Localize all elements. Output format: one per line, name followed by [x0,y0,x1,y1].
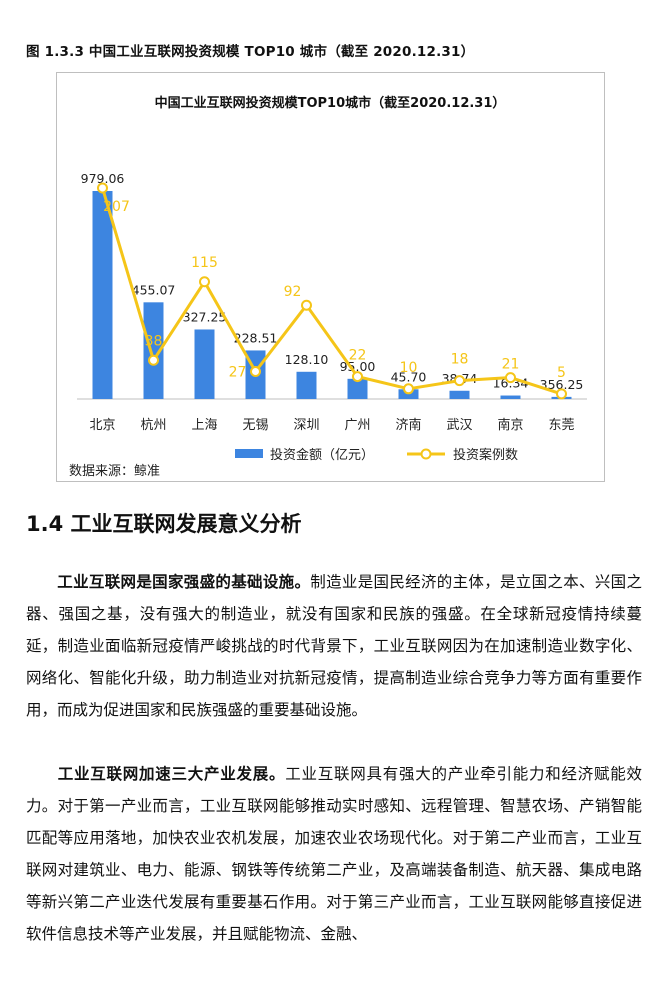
case-label-0: 207 [103,199,130,215]
bar-4 [296,371,317,399]
bar-0 [92,191,113,399]
paragraph-2-lead: 工业互联网加速三大产业发展。 [57,765,286,783]
paragraph-2: 工业互联网加速三大产业发展。工业互联网具有强大的产业牵引能力和经济赋能效力。对于… [26,758,642,950]
category-label-7: 武汉 [446,418,472,433]
case-count-line [101,187,562,396]
bar-label-6: 45.70 [391,369,427,384]
section-heading: 1.4 工业互联网发展意义分析 [26,512,302,536]
case-label-2: 115 [191,255,218,271]
paragraph-1-lead: 工业互联网是国家强盛的基础设施。 [57,573,311,591]
bar-label-0: 979.06 [81,171,125,186]
category-label-3: 无锡 [242,418,268,433]
case-point-5 [352,371,363,383]
case-label-4: 92 [284,284,302,300]
paragraph-1-body: 制造业是国民经济的主体，是立国之本、兴国之器、强国之基，没有强大的制造业，就没有… [26,573,642,719]
bar-label-1: 455.07 [132,282,176,297]
case-label-9: 5 [557,365,566,381]
bar-label-9: 356.25 [540,377,584,392]
case-label-1: 38 [145,333,163,349]
category-label-9: 东莞 [548,418,574,433]
legend-line-marker [420,448,432,460]
case-point-9 [556,388,567,400]
bar-label-2: 327.25 [183,309,227,324]
data-source: 数据来源：鲸准 [69,464,160,479]
bar-8 [500,395,521,399]
case-label-8: 21 [502,357,520,373]
case-point-7 [454,375,465,387]
case-label-5: 22 [349,348,367,364]
legend-bar-label: 投资金额（亿元） [270,447,374,463]
chart-title: 中国工业互联网投资规模TOP10城市（截至2020.12.31） [155,95,506,111]
case-point-0 [97,182,108,194]
case-point-8 [505,372,516,384]
category-label-2: 上海 [191,418,217,433]
paragraph-1: 工业互联网是国家强盛的基础设施。制造业是国民经济的主体，是立国之本、兴国之器、强… [26,566,642,726]
category-label-1: 杭州 [140,418,166,433]
bar-5 [347,378,368,399]
case-label-6: 10 [400,360,418,376]
bar-label-3: 228.51 [234,330,278,345]
investment-chart: 中国工业互联网投资规模TOP10城市（截至2020.12.31） 979.06 北京… [69,95,587,479]
legend-line-label: 投资案例数 [453,447,518,463]
category-label-5: 广州 [344,418,370,433]
category-label-4: 深圳 [293,418,319,433]
category-label-6: 济南 [395,417,421,433]
bar-label-4: 128.10 [285,352,329,367]
bar-2 [194,329,215,399]
category-label-8: 南京 [497,417,523,433]
case-point-3 [250,365,261,377]
case-label-7: 18 [451,352,469,368]
case-point-1 [148,354,159,366]
paragraph-2-body: 工业互联网具有强大的产业牵引能力和经济赋能效力。对于第一产业而言，工业互联网能够… [26,765,642,943]
category-label-0: 北京 [89,418,115,433]
figure-caption: 图 1.3.3 中国工业互联网投资规模 TOP10 城市（截至 2020.12.… [26,44,475,60]
bar-1 [143,302,164,399]
case-point-4 [301,299,312,311]
case-point-6 [403,383,414,395]
chart-frame: 中国工业互联网投资规模TOP10城市（截至2020.12.31） 979.06 北京… [56,72,605,482]
bar-7 [449,390,470,399]
case-label-3: 27 [229,364,247,380]
case-point-2 [199,276,210,288]
legend-bar-swatch [235,449,263,458]
